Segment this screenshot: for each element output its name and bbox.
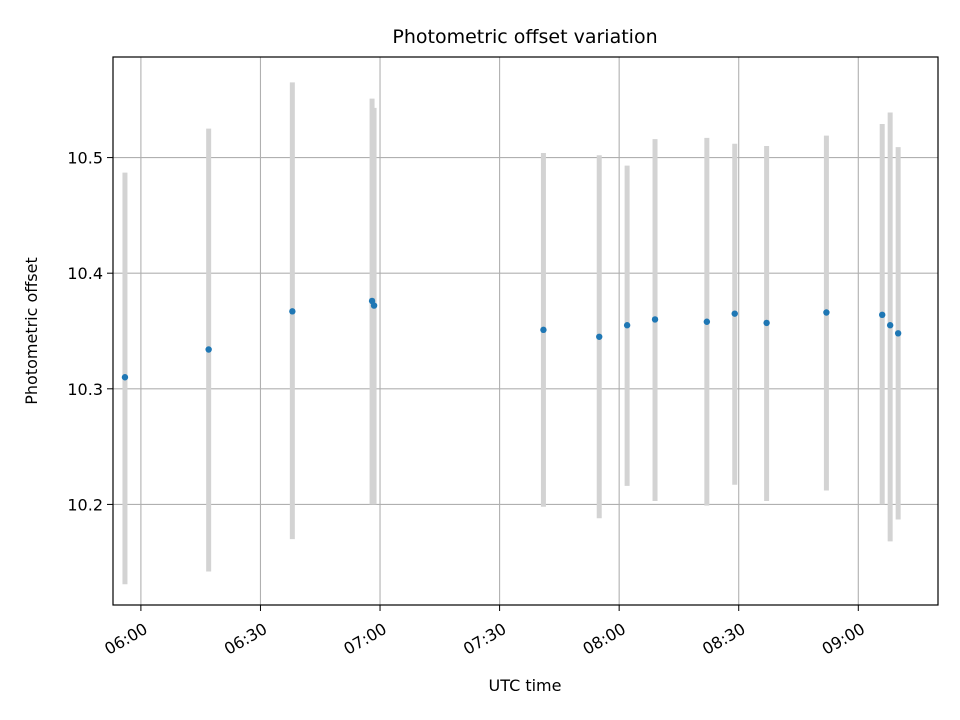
grid <box>113 57 938 605</box>
data-point <box>763 319 770 327</box>
data-point <box>596 333 603 340</box>
data-point <box>370 302 378 309</box>
y-axis-label: Photometric offset <box>22 257 41 405</box>
data-point <box>886 322 894 329</box>
data-point <box>205 346 212 353</box>
y-tick-label: 10.2 <box>67 495 103 514</box>
y-tick-label: 10.4 <box>67 264 103 283</box>
data-point <box>879 311 886 319</box>
y-tick-label: 10.5 <box>67 149 103 168</box>
plot-frame <box>112 56 939 606</box>
data-point <box>703 318 711 325</box>
chart-title: Photometric offset variation <box>392 26 657 48</box>
data-point <box>289 308 296 315</box>
data-point <box>623 322 631 329</box>
data-point <box>894 330 902 337</box>
data-point <box>731 310 738 317</box>
x-axis-label: UTC time <box>489 676 562 695</box>
y-tick-label: 10.3 <box>67 380 103 399</box>
data-point <box>651 316 659 323</box>
data-points <box>121 297 902 381</box>
data-point <box>540 326 547 334</box>
y-axis-ticks: 10.2 10.3 10.4 10.5 <box>67 149 113 514</box>
data-point <box>121 374 129 381</box>
data-point <box>823 309 830 316</box>
